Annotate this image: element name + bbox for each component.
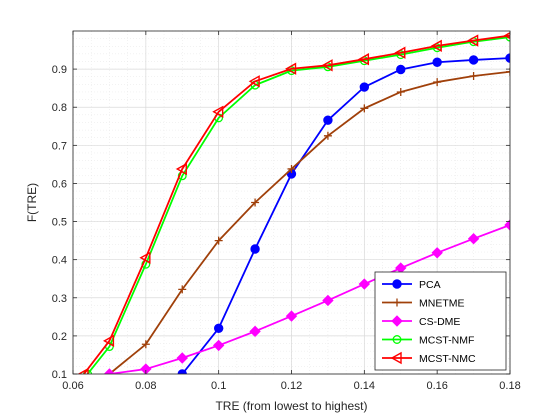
- data-point-mcst-nmc: [321, 59, 333, 72]
- data-point-pca: [396, 64, 406, 75]
- y-tick-label: 0.5: [52, 217, 67, 229]
- legend-label-mcst-nmc: MCST-NMC: [419, 353, 476, 365]
- legend-label-pca: PCA: [419, 279, 441, 291]
- data-point-mnetme: [360, 104, 369, 113]
- data-point-mnetme: [469, 71, 478, 80]
- data-point-pca: [250, 244, 260, 254]
- y-tick-label: 0.7: [52, 140, 67, 152]
- data-point-mnetme: [323, 131, 332, 140]
- x-tick-labels: 0.06 0.08 0.1 0.12 0.14 0.16 0.18: [62, 380, 520, 392]
- series-cs-dme: [103, 219, 510, 374]
- legend-items: PCA MNETME CS-DME MCST-NMF MCST-NMC: [382, 279, 476, 365]
- data-point-mcst-nmc: [394, 46, 406, 59]
- x-tick-label: 0.14: [354, 380, 375, 392]
- legend-marker-mcst-nmc: [390, 351, 402, 365]
- data-point-mcst-nmc: [248, 75, 260, 88]
- data-point-mcst-nmc: [503, 31, 510, 40]
- data-point-pca: [213, 323, 224, 333]
- series-layer: [77, 31, 510, 374]
- data-point-mcst-nmc: [139, 251, 151, 264]
- series-line-mcst-nmf: [86, 36, 510, 374]
- y-tick-label: 0.2: [52, 331, 67, 343]
- legend-marker-cs-dme: [391, 315, 403, 327]
- legend-item-pca: PCA: [382, 279, 441, 291]
- data-point-cs-dme: [322, 294, 334, 307]
- series-line-mcst-nmc: [83, 34, 510, 374]
- data-point-mcst-nmc: [467, 34, 479, 47]
- data-point-mnetme: [287, 164, 296, 173]
- legend-label-mnetme: MNETME: [419, 298, 465, 310]
- x-tick-label: 0.18: [499, 380, 520, 392]
- data-point-mnetme: [178, 285, 187, 294]
- data-point-cs-dme: [358, 278, 371, 290]
- y-tick-label: 0.9: [52, 64, 67, 76]
- data-point-cs-dme: [249, 325, 261, 338]
- y-tick-label: 0.3: [52, 293, 67, 305]
- data-point-cs-dme: [467, 232, 480, 245]
- data-point-cs-dme: [140, 363, 152, 374]
- y-tick-labels: 0.1 0.2 0.3 0.4 0.5 0.6 0.7 0.8 0.9: [52, 64, 67, 381]
- x-tick-label: 0.16: [426, 380, 447, 392]
- data-point-cs-dme: [431, 247, 443, 259]
- legend-marker-mnetme: [393, 298, 401, 307]
- data-point-mcst-nmc: [430, 39, 442, 53]
- data-point-mnetme: [433, 78, 442, 87]
- y-tick-label: 0.6: [52, 178, 67, 190]
- data-point-pca: [359, 82, 370, 92]
- data-point-cs-dme: [285, 310, 298, 322]
- x-tick-label: 0.08: [135, 380, 156, 392]
- data-point-mnetme: [141, 340, 150, 349]
- data-point-mnetme: [214, 236, 223, 245]
- legend-item-cs-dme: CS-DME: [382, 315, 460, 328]
- data-point-pca: [432, 57, 442, 67]
- data-point-cs-dme: [212, 339, 225, 352]
- data-point-mcst-nmc: [77, 367, 89, 374]
- data-point-mcst-nmf: [505, 32, 510, 42]
- legend-item-mcst-nmf: MCST-NMF: [382, 335, 474, 347]
- legend-marker-mcst-nmf: [392, 335, 402, 344]
- series-pca: [177, 53, 510, 374]
- data-point-mcst-nmc: [285, 62, 297, 75]
- legend-item-mcst-nmc: MCST-NMC: [382, 351, 476, 365]
- tick-marks: [72, 31, 511, 375]
- data-point-mnetme: [251, 198, 260, 207]
- series-line-mnetme: [108, 70, 510, 374]
- data-point-cs-dme: [103, 368, 116, 374]
- data-point-pca: [468, 55, 479, 65]
- legend-label-mcst-nmf: MCST-NMF: [419, 335, 474, 347]
- x-tick-label: 0.06: [62, 380, 83, 392]
- series-mcst-nmc: [77, 31, 510, 374]
- series-line-pca: [181, 57, 510, 374]
- data-point-mcst-nmc: [102, 334, 115, 348]
- data-point-pca: [323, 115, 333, 125]
- data-point-mcst-nmc: [175, 162, 187, 176]
- legend: PCA MNETME CS-DME MCST-NMF MCST-NMC: [374, 271, 507, 371]
- data-point-mnetme: [506, 67, 510, 76]
- data-point-mnetme: [396, 87, 405, 96]
- x-axis-label: TRE (from lowest to highest): [215, 399, 367, 413]
- data-point-mcst-nmc: [212, 105, 224, 118]
- y-tick-label: 0.1: [52, 369, 67, 381]
- x-tick-label: 0.1: [211, 380, 226, 392]
- x-tick-label: 0.12: [281, 380, 302, 392]
- legend-item-mnetme: MNETME: [382, 298, 465, 310]
- legend-label-cs-dme: CS-DME: [419, 316, 460, 328]
- data-point-mcst-nmc: [357, 53, 370, 66]
- data-point-cs-dme: [504, 219, 510, 231]
- data-point-cs-dme: [176, 352, 188, 364]
- legend-marker-pca: [392, 279, 402, 289]
- series-line-cs-dme: [109, 224, 510, 374]
- y-axis-label: F(TRE): [25, 183, 39, 222]
- y-tick-label: 0.4: [52, 255, 67, 267]
- y-tick-label: 0.8: [52, 102, 67, 114]
